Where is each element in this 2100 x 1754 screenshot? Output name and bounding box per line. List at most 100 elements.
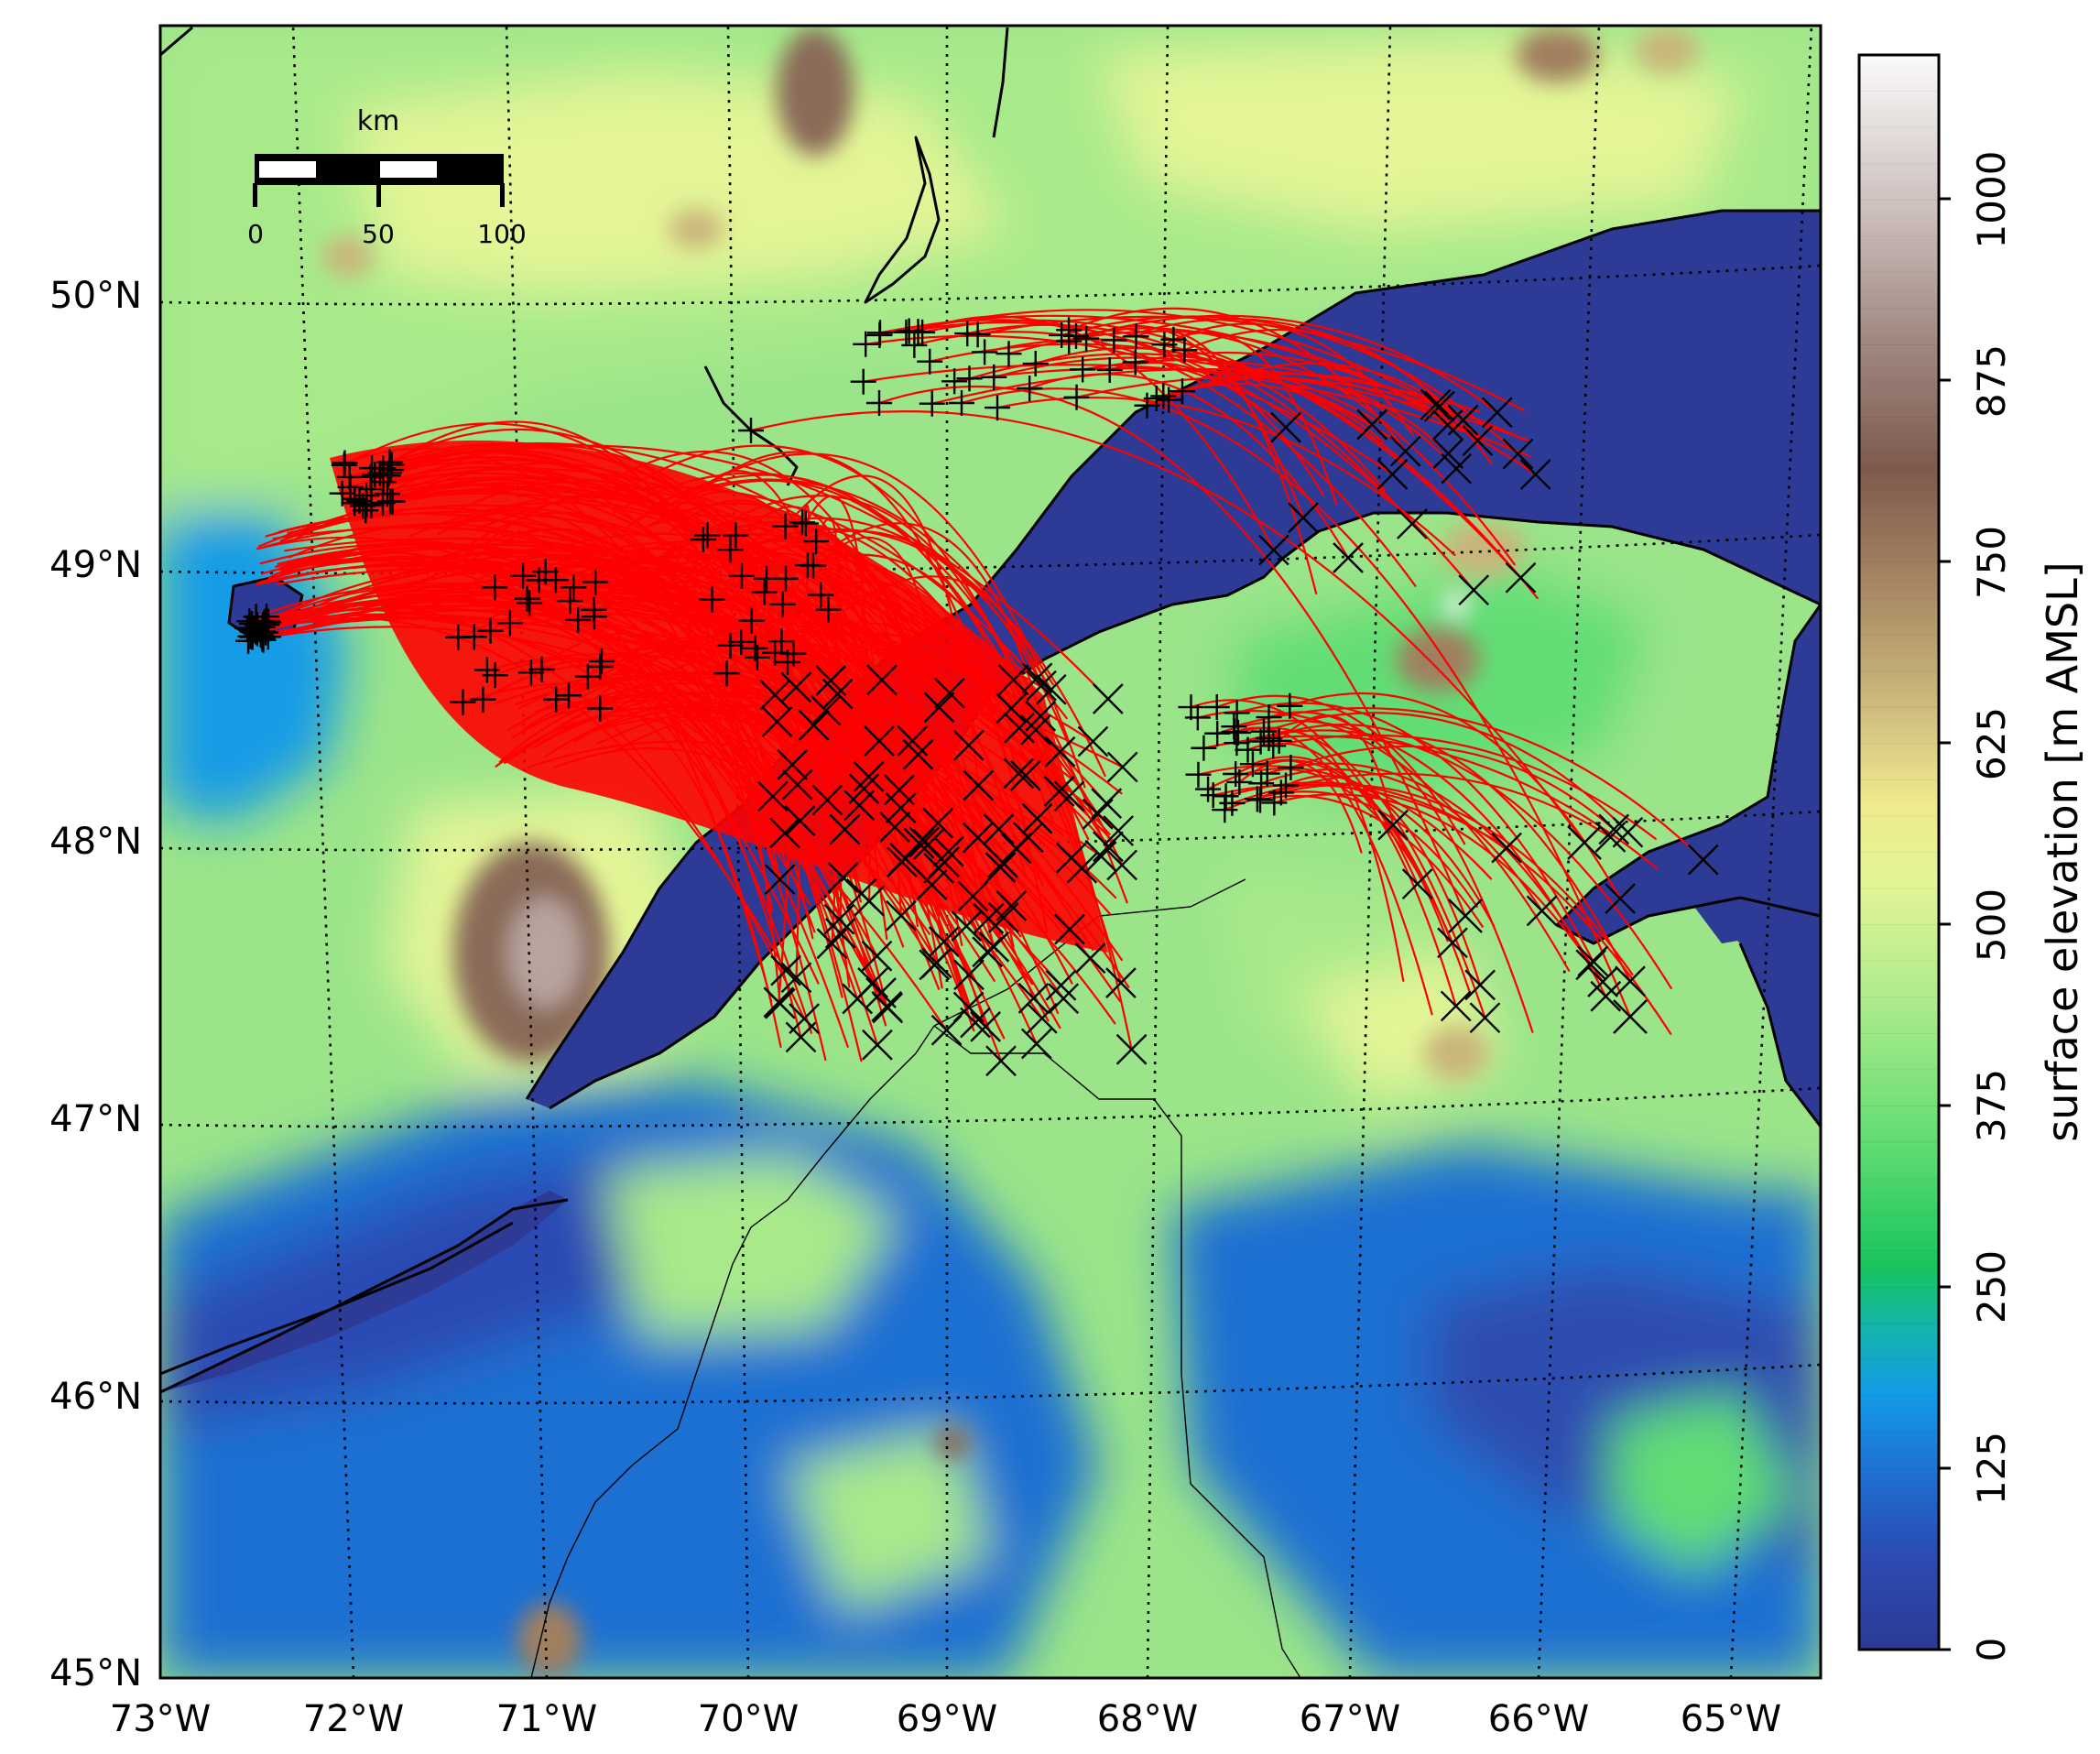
- end-marker: [1613, 999, 1648, 1034]
- trajectory-line: [1068, 314, 1498, 414]
- start-marker: [728, 628, 755, 655]
- start-marker: [917, 348, 943, 375]
- start-marker: [738, 418, 764, 443]
- map-panel: km 0 50 100: [160, 26, 1821, 1678]
- end-marker: [1441, 452, 1473, 485]
- trajectory-line: [1172, 322, 1415, 437]
- end-marker: [962, 822, 994, 854]
- end-marker: [1437, 927, 1468, 959]
- end-marker: [1462, 425, 1494, 456]
- start-marker: [694, 522, 721, 549]
- start-marker: [1096, 356, 1123, 383]
- longitude-labels: 73°W 72°W 71°W 70°W 69°W 68°W 67°W 66°W …: [110, 1698, 1781, 1740]
- start-marker: [517, 659, 544, 686]
- end-marker: [1612, 816, 1644, 848]
- start-marker: [332, 450, 358, 476]
- lat-label: 46°N: [49, 1376, 142, 1418]
- end-marker: [963, 769, 995, 801]
- start-marker: [803, 528, 830, 555]
- trajectory-line: [1215, 694, 1466, 845]
- scale-bar-unit-label: km: [357, 105, 400, 137]
- end-marker: [1431, 409, 1463, 441]
- end-marker: [1502, 438, 1534, 470]
- start-marker: [514, 585, 540, 612]
- start-marker: [754, 565, 780, 592]
- trajectory-line: [1236, 726, 1486, 1019]
- end-marker: [1288, 502, 1319, 534]
- end-marker: [1074, 942, 1106, 975]
- end-marker: [1085, 841, 1117, 872]
- end-marker: [1577, 945, 1609, 977]
- map-frame: [158, 24, 1823, 1680]
- end-marker: [770, 954, 801, 986]
- end-marker: [785, 1021, 817, 1053]
- scale-bar-tick: [500, 183, 505, 207]
- end-marker: [952, 991, 985, 1023]
- trajectory-line: [905, 321, 1475, 592]
- start-marker: [893, 319, 919, 345]
- start-marker: [1063, 384, 1090, 410]
- end-marker: [934, 677, 965, 709]
- end-marker: [1481, 397, 1513, 429]
- end-marker: [1424, 390, 1455, 422]
- end-marker: [1333, 542, 1364, 573]
- end-marker: [1103, 815, 1134, 846]
- end-marker: [829, 813, 861, 845]
- trajectory-line: [1273, 793, 1605, 984]
- start-marker: [496, 610, 523, 637]
- end-marker: [862, 1029, 893, 1061]
- start-marker: [1278, 755, 1304, 781]
- start-marker: [247, 622, 274, 648]
- end-marker: [866, 664, 898, 696]
- lake-east: [1765, 336, 1816, 369]
- end-marker: [861, 940, 893, 972]
- end-marker: [997, 664, 1029, 696]
- start-marker: [1156, 387, 1182, 413]
- start-marker: [794, 552, 821, 579]
- start-marker: [738, 607, 765, 634]
- lon-label: 71°W: [496, 1698, 597, 1740]
- end-marker: [916, 869, 948, 900]
- end-marker: [1519, 459, 1551, 490]
- end-marker: [1048, 983, 1080, 1015]
- trajectory-end-markers: [756, 388, 1719, 1077]
- start-marker: [853, 331, 879, 357]
- colorbar-band-lines: [1859, 91, 1939, 1614]
- end-marker: [1043, 776, 1075, 807]
- end-marker: [1012, 822, 1044, 854]
- colorbar-tick-label: 500: [1969, 888, 2014, 962]
- colorbar-tick-label: 375: [1969, 1069, 2014, 1142]
- trajectory-line: [993, 356, 1374, 426]
- start-marker: [543, 686, 570, 713]
- scale-bar-segment: [380, 161, 437, 178]
- start-marker: [1277, 692, 1303, 719]
- end-marker: [1055, 842, 1087, 874]
- trajectory-line: [1268, 711, 1534, 1033]
- colorbar-tick-label: 0: [1969, 1638, 2014, 1662]
- start-marker: [528, 656, 555, 682]
- end-marker: [1020, 714, 1051, 746]
- end-marker: [1026, 1002, 1058, 1034]
- end-marker: [1687, 844, 1719, 876]
- start-marker: [850, 368, 876, 395]
- end-marker: [815, 665, 846, 696]
- scale-bar: km 0 50 100: [247, 105, 527, 249]
- end-marker: [1448, 899, 1483, 933]
- end-marker: [1054, 913, 1085, 945]
- start-marker: [473, 657, 500, 683]
- end-marker: [1598, 813, 1630, 845]
- scale-bar-tick: [253, 183, 257, 207]
- end-marker: [1045, 969, 1077, 1001]
- lat-label: 50°N: [49, 275, 142, 317]
- start-marker: [744, 644, 770, 670]
- start-marker: [1224, 730, 1250, 757]
- trajectory-line: [1034, 347, 1387, 492]
- start-marker: [354, 491, 380, 517]
- end-marker: [1093, 831, 1124, 863]
- lon-label: 68°W: [1097, 1698, 1198, 1740]
- start-marker: [964, 321, 991, 348]
- trajectory-line: [1163, 331, 1338, 505]
- trajectory-line: [1224, 781, 1672, 1035]
- start-marker: [996, 341, 1022, 367]
- end-marker: [970, 1011, 1001, 1042]
